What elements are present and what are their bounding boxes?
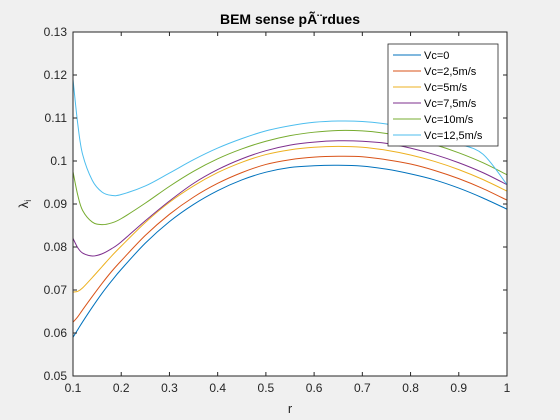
y-tick-label: 0.1 [50, 154, 67, 168]
legend-label-2: Vc=5m/s [424, 82, 468, 94]
y-tick-label: 0.09 [44, 197, 68, 211]
ticks-layer: 0.1 0.2 0.3 0.4 0.5 0.6 0.7 0.8 0.9 1 0.05 0.06 0.07… [44, 25, 511, 395]
y-tick-label: 0.07 [44, 283, 68, 297]
y-tick-label: 0.06 [44, 326, 68, 340]
y-tick-label: 0.12 [44, 68, 68, 82]
chart-title: BEM sense pÃ¨rdues [220, 10, 360, 27]
y-tick-label: 0.05 [44, 369, 68, 383]
y-tick-label: 0.08 [44, 240, 68, 254]
x-tick-label: 0.7 [354, 381, 371, 395]
x-tick-label: 0.8 [402, 381, 419, 395]
legend-label-4: Vc=10m/s [424, 114, 474, 126]
legend-label-0: Vc=0 [424, 50, 449, 62]
x-tick-label: 0.3 [161, 381, 178, 395]
legend-box [387, 43, 499, 147]
y-tick-label: 0.13 [44, 25, 68, 39]
legend: Vc=0 Vc=2,5m/s Vc=5m/s Vc=7,5m/s Vc=10m/s Vc=… [387, 43, 499, 147]
x-tick-label: 0.9 [450, 381, 467, 395]
series-line-1 [72, 155, 508, 323]
x-tick-label: 0.4 [209, 381, 226, 395]
y-axis-label: λi [16, 200, 33, 209]
x-tick-label: 0.6 [306, 381, 323, 395]
series-line-0 [72, 164, 508, 338]
x-axis-label: r [288, 401, 293, 416]
x-tick-label: 0.1 [65, 381, 82, 395]
series-line-2 [72, 145, 508, 293]
x-tick-label: 0.2 [113, 381, 130, 395]
y-axis-label-subscript: i [23, 200, 33, 202]
y-axis-label-group: λi [16, 200, 33, 209]
y-axis-label-symbol: λ [16, 201, 31, 208]
legend-label-3: Vc=7,5m/s [424, 98, 477, 110]
series-line-3 [72, 140, 508, 257]
legend-label-5: Vc=12,5m/s [424, 130, 483, 142]
y-tick-label: 0.11 [45, 111, 68, 125]
legend-label-1: Vc=2,5m/s [424, 66, 477, 78]
x-tick-label: 0.5 [258, 381, 275, 395]
x-tick-label: 1 [504, 381, 511, 395]
